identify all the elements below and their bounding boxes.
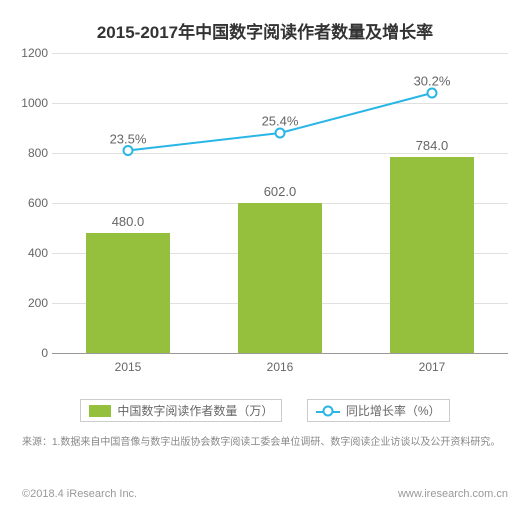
legend-label-bar: 中国数字阅读作者数量（万） (117, 402, 273, 419)
source-text: 来源：1.数据来自中国音像与数字出版协会数字阅读工委会单位调研、数字阅读企业访谈… (22, 436, 508, 450)
y-tick-label: 1000 (21, 96, 48, 110)
x-tick-label: 2017 (419, 360, 446, 374)
legend: 中国数字阅读作者数量（万） 同比增长率（%） (22, 399, 508, 422)
legend-swatch-bar (89, 405, 111, 417)
x-tick-label: 2016 (267, 360, 294, 374)
y-tick-label: 800 (28, 146, 48, 160)
line-series (52, 53, 508, 353)
plot-area: 784.0602.0480.0 23.5%25.4%30.2% (52, 53, 508, 353)
x-axis: 2015 2016 2017 (52, 353, 508, 383)
footer: ©2018.4 iResearch Inc. www.iresearch.com… (22, 488, 508, 500)
chart-title: 2015-2017年中国数字阅读作者数量及增长率 (22, 18, 508, 43)
x-tick-label: 2015 (115, 360, 142, 374)
legend-label-line: 同比增长率（%） (346, 402, 441, 419)
legend-item-line: 同比增长率（%） (307, 399, 450, 422)
line-value-label: 30.2% (414, 74, 451, 89)
chart-container: 2015-2017年中国数字阅读作者数量及增长率 020040060080010… (0, 0, 530, 510)
chart-area: 020040060080010001200 784.0602.0480.0 23… (52, 53, 508, 393)
y-tick-label: 400 (28, 246, 48, 260)
footer-copyright: ©2018.4 iResearch Inc. (22, 488, 137, 500)
footer-url: www.iresearch.com.cn (398, 488, 508, 500)
y-tick-label: 200 (28, 296, 48, 310)
y-tick-label: 1200 (21, 46, 48, 60)
legend-item-bar: 中国数字阅读作者数量（万） (80, 399, 282, 422)
line-value-label: 25.4% (262, 114, 299, 129)
legend-swatch-line (316, 405, 340, 417)
line-value-label: 23.5% (110, 131, 147, 146)
y-tick-label: 0 (41, 346, 48, 360)
y-axis: 020040060080010001200 (22, 53, 52, 353)
y-tick-label: 600 (28, 196, 48, 210)
